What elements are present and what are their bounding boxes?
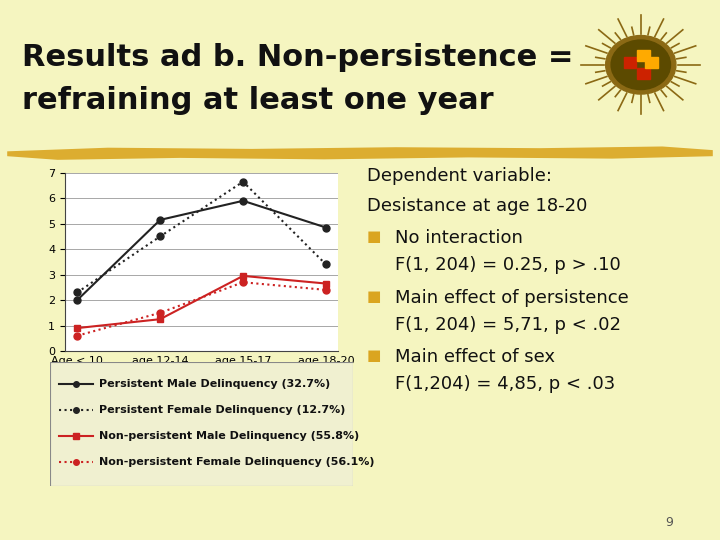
Text: Dependent variable:: Dependent variable:	[367, 167, 552, 185]
Text: Results ad b. Non-persistence =: Results ad b. Non-persistence =	[22, 43, 573, 72]
Text: Persistent Female Delinquency (12.7%): Persistent Female Delinquency (12.7%)	[99, 405, 345, 415]
Bar	[624, 57, 636, 68]
Text: Persistent Male Delinquency (32.7%): Persistent Male Delinquency (32.7%)	[99, 379, 330, 389]
Text: ■: ■	[367, 229, 382, 244]
Text: F(1, 204) = 5,71, p < .02: F(1, 204) = 5,71, p < .02	[395, 316, 621, 334]
FancyBboxPatch shape	[50, 362, 353, 486]
Polygon shape	[7, 146, 713, 160]
Text: Main effect of sex: Main effect of sex	[395, 348, 554, 366]
Text: 9: 9	[666, 516, 673, 529]
Text: refraining at least one year: refraining at least one year	[22, 86, 493, 116]
Text: F(1, 204) = 0.25, p > .10: F(1, 204) = 0.25, p > .10	[395, 256, 621, 274]
Text: ■: ■	[367, 288, 382, 303]
Text: F(1,204) = 4,85, p < .03: F(1,204) = 4,85, p < .03	[395, 375, 615, 393]
Bar	[645, 57, 658, 68]
Text: ■: ■	[367, 348, 382, 363]
Circle shape	[611, 40, 670, 90]
Text: Non-persistent Female Delinquency (56.1%): Non-persistent Female Delinquency (56.1%…	[99, 457, 374, 468]
Text: Desistance at age 18-20: Desistance at age 18-20	[367, 197, 588, 215]
Bar	[637, 50, 650, 61]
Text: No interaction: No interaction	[395, 229, 523, 247]
Text: Main effect of persistence: Main effect of persistence	[395, 288, 629, 307]
Bar	[637, 69, 650, 79]
Text: Non-persistent Male Delinquency (55.8%): Non-persistent Male Delinquency (55.8%)	[99, 431, 359, 441]
Circle shape	[606, 36, 676, 94]
